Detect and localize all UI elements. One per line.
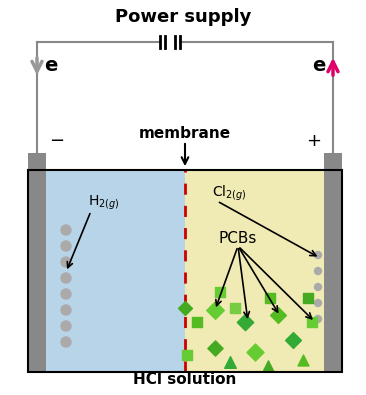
Bar (185, 170, 342, 372)
Circle shape (61, 321, 71, 331)
Point (232, 305, 238, 311)
Point (275, 312, 281, 318)
Point (212, 307, 218, 313)
Bar (28, 153, 46, 372)
Text: e: e (44, 56, 57, 75)
Circle shape (61, 289, 71, 299)
Point (265, 363, 271, 369)
Bar (28, 170, 185, 372)
Text: +: + (306, 132, 321, 150)
Point (184, 352, 190, 358)
Circle shape (61, 225, 71, 235)
Point (252, 349, 258, 355)
Circle shape (61, 305, 71, 315)
Circle shape (61, 241, 71, 251)
Text: PCBs: PCBs (219, 231, 257, 246)
Point (305, 295, 311, 301)
Circle shape (314, 316, 321, 322)
Circle shape (314, 267, 321, 275)
Text: H$_{2(g)}$: H$_{2(g)}$ (88, 194, 120, 212)
Circle shape (314, 284, 321, 290)
Point (290, 337, 296, 343)
Bar (28, 170, 342, 372)
Circle shape (61, 273, 71, 283)
Text: Cl$_{2(g)}$: Cl$_{2(g)}$ (212, 183, 247, 203)
Point (212, 345, 218, 351)
Circle shape (314, 299, 321, 307)
Text: membrane: membrane (139, 126, 231, 141)
Text: HCl solution: HCl solution (133, 372, 237, 387)
Point (300, 357, 306, 363)
Point (227, 359, 233, 365)
Circle shape (61, 337, 71, 347)
Point (182, 305, 188, 311)
Circle shape (314, 252, 321, 258)
Text: e: e (313, 56, 326, 75)
Text: −: − (49, 132, 64, 150)
Text: Power supply: Power supply (115, 8, 251, 26)
Point (217, 289, 223, 295)
Point (242, 319, 248, 325)
Point (267, 295, 273, 301)
Point (194, 319, 200, 325)
Point (309, 319, 315, 325)
Circle shape (61, 257, 71, 267)
Bar (324, 153, 342, 372)
